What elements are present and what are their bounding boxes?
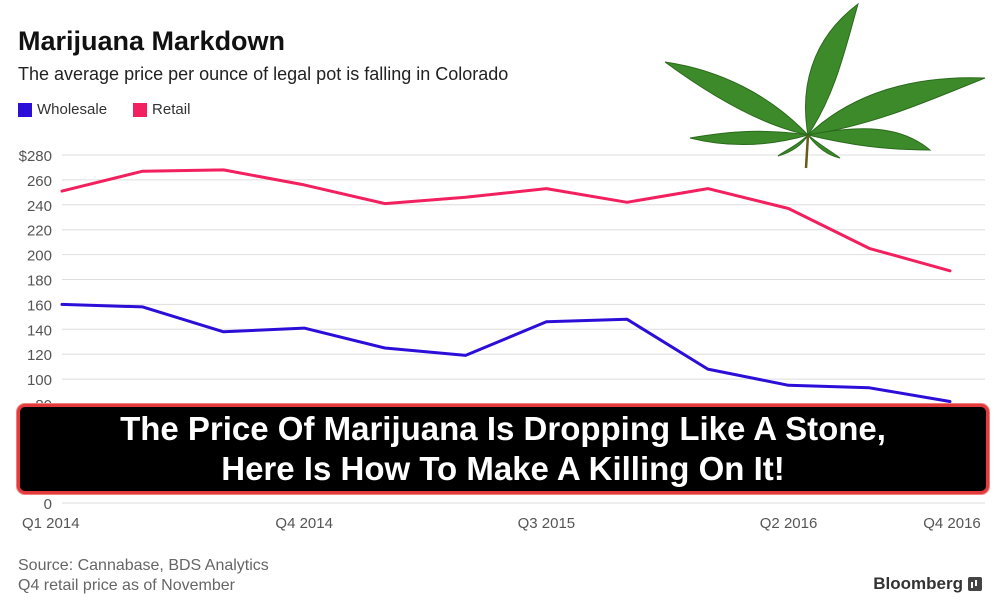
source-line-1: Source: Cannabase, BDS Analytics [18,557,269,574]
chart-title: Marijuana Markdown [18,26,286,56]
legend-label-wholesale: Wholesale [37,101,108,118]
legend-swatch-wholesale [18,102,32,117]
series-line-wholesale [60,302,952,403]
x-tick-label: Q2 2016 [760,515,818,532]
y-tick-label: 0 [44,496,52,513]
source-line-2: Q4 retail price as of November [18,577,235,594]
cannabis-leaf-icon [664,2,986,169]
brand-logo: Bloomberg [873,574,982,594]
legend-item-wholesale: Wholesale [18,101,107,118]
brand-name: Bloomberg [873,574,963,593]
x-tick-label: Q4 2014 [275,515,333,532]
promo-banner: The Price Of Marijuana Is Dropping Like … [17,404,989,494]
y-tick-label: 160 [27,297,52,314]
y-tick-label: 220 [27,223,52,240]
y-tick-label: 200 [27,248,52,265]
legend-label-retail: Retail [152,101,191,118]
y-tick-label: 100 [27,372,52,389]
x-tick-label: Q4 2016 [923,515,981,532]
y-tick-label: $280 [19,148,52,165]
source-note: Source: Cannabase, BDS Analytics Q4 reta… [18,556,269,596]
chart-subtitle: The average price per ounce of legal pot… [18,64,509,84]
y-tick-label: 180 [27,273,52,290]
series-line-retail [60,168,952,273]
y-tick-label: 140 [27,322,52,339]
legend-item-retail: Retail [133,101,190,118]
y-tick-label: 120 [27,347,52,364]
legend: Wholesale Retail [18,101,190,118]
bloomberg-chart-icon [968,577,982,591]
y-tick-label: 240 [27,198,52,215]
legend-swatch-retail [133,102,148,117]
y-tick-label: 260 [27,173,52,190]
x-tick-label: Q3 2015 [518,515,576,532]
x-tick-label: Q1 2014 [22,515,80,532]
banner-line-1: The Price Of Marijuana Is Dropping Like … [120,410,886,447]
banner-line-2: Here Is How To Make A Killing On It! [221,450,785,487]
